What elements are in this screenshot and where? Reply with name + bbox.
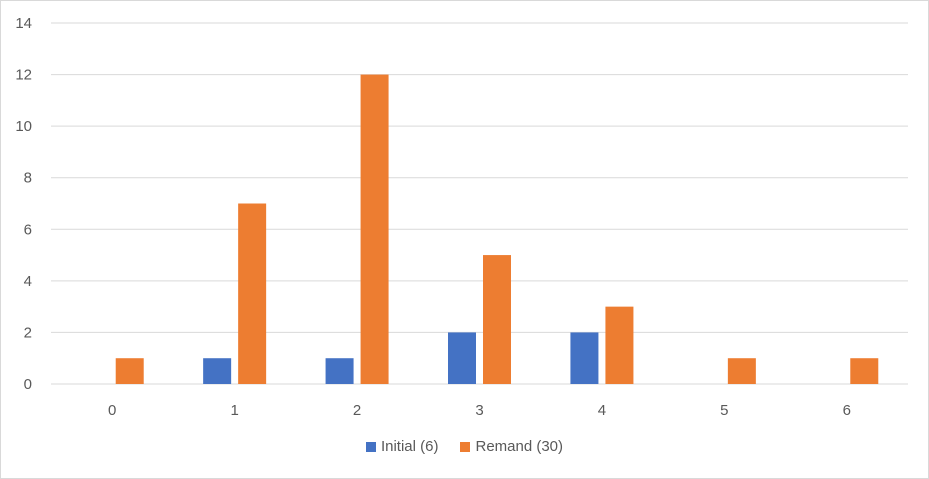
gridlines bbox=[51, 22, 908, 385]
x-axis-ticks: 0 1 2 3 4 5 6 bbox=[108, 402, 851, 419]
bar-remand-4 bbox=[605, 306, 634, 384]
y-tick-label: 2 bbox=[24, 324, 32, 341]
bar-initial-1 bbox=[203, 358, 232, 384]
x-tick-label: 2 bbox=[353, 402, 361, 419]
legend: Initial (6) Remand (30) bbox=[1, 438, 928, 455]
x-tick-label: 4 bbox=[598, 402, 606, 419]
legend-label-remand: Remand (30) bbox=[475, 438, 564, 455]
bars bbox=[115, 74, 879, 385]
x-tick-label: 3 bbox=[475, 402, 483, 419]
bar-initial-2 bbox=[325, 358, 354, 384]
legend-swatch-remand bbox=[460, 441, 471, 452]
x-tick-label: 0 bbox=[108, 402, 116, 419]
bar-remand-0 bbox=[115, 358, 144, 384]
bar-remand-2 bbox=[360, 74, 389, 385]
bar-initial-4 bbox=[570, 332, 599, 384]
bar-remand-3 bbox=[483, 255, 511, 384]
y-axis-ticks: 0 2 4 6 8 10 12 14 bbox=[15, 15, 32, 393]
legend-item-initial: Initial (6) bbox=[365, 438, 439, 455]
legend-item-remand: Remand (30) bbox=[460, 438, 563, 455]
bar-remand-1 bbox=[238, 203, 267, 384]
y-tick-label: 12 bbox=[15, 67, 32, 84]
x-tick-label: 1 bbox=[230, 402, 238, 419]
y-tick-label: 8 bbox=[24, 170, 32, 187]
y-tick-label: 0 bbox=[24, 376, 32, 393]
y-tick-label: 10 bbox=[15, 118, 32, 135]
bar-initial-3 bbox=[448, 332, 476, 384]
bar-remand-5 bbox=[727, 358, 756, 384]
y-tick-label: 4 bbox=[24, 273, 32, 290]
bar-remand-6 bbox=[850, 358, 879, 384]
x-tick-label: 6 bbox=[843, 402, 851, 419]
y-tick-label: 6 bbox=[24, 221, 32, 238]
x-tick-label: 5 bbox=[720, 402, 728, 419]
legend-swatch-initial bbox=[365, 441, 376, 452]
y-tick-label: 14 bbox=[15, 15, 32, 32]
legend-label-initial: Initial (6) bbox=[380, 438, 439, 455]
